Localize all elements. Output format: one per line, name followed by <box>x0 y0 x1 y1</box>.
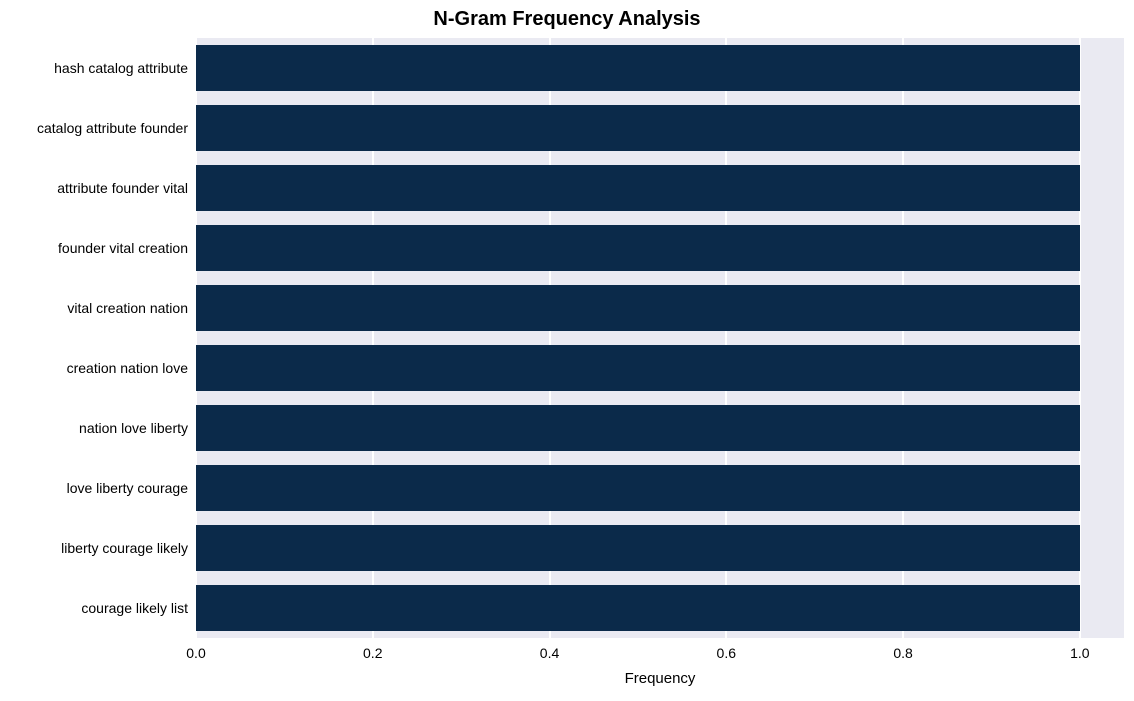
bar <box>196 285 1080 332</box>
bar <box>196 345 1080 392</box>
y-tick-label: catalog attribute founder <box>37 120 188 136</box>
x-tick-label: 0.2 <box>363 645 382 661</box>
y-tick-label: liberty courage likely <box>61 540 188 556</box>
bar <box>196 525 1080 572</box>
y-tick-label: creation nation love <box>67 360 188 376</box>
x-axis-label: Frequency <box>196 670 1124 687</box>
x-tick-label: 0.6 <box>717 645 736 661</box>
y-tick-label: founder vital creation <box>58 240 188 256</box>
bar <box>196 585 1080 632</box>
bar <box>196 405 1080 452</box>
y-tick-label: vital creation nation <box>67 300 188 316</box>
plot-area <box>196 38 1124 638</box>
y-tick-label: hash catalog attribute <box>54 60 188 76</box>
x-tick-label: 0.8 <box>893 645 912 661</box>
y-tick-label: attribute founder vital <box>57 180 188 196</box>
bar <box>196 45 1080 92</box>
x-tick-label: 0.0 <box>186 645 205 661</box>
bar <box>196 465 1080 512</box>
bar <box>196 105 1080 152</box>
y-tick-label: love liberty courage <box>67 480 188 496</box>
bar <box>196 165 1080 212</box>
x-tick-label: 0.4 <box>540 645 559 661</box>
bar <box>196 225 1080 272</box>
chart-title: N-Gram Frequency Analysis <box>0 8 1134 31</box>
y-tick-label: nation love liberty <box>79 420 188 436</box>
x-tick-label: 1.0 <box>1070 645 1089 661</box>
chart-container: N-Gram Frequency Analysis Frequency hash… <box>0 0 1134 701</box>
y-tick-label: courage likely list <box>81 600 188 616</box>
